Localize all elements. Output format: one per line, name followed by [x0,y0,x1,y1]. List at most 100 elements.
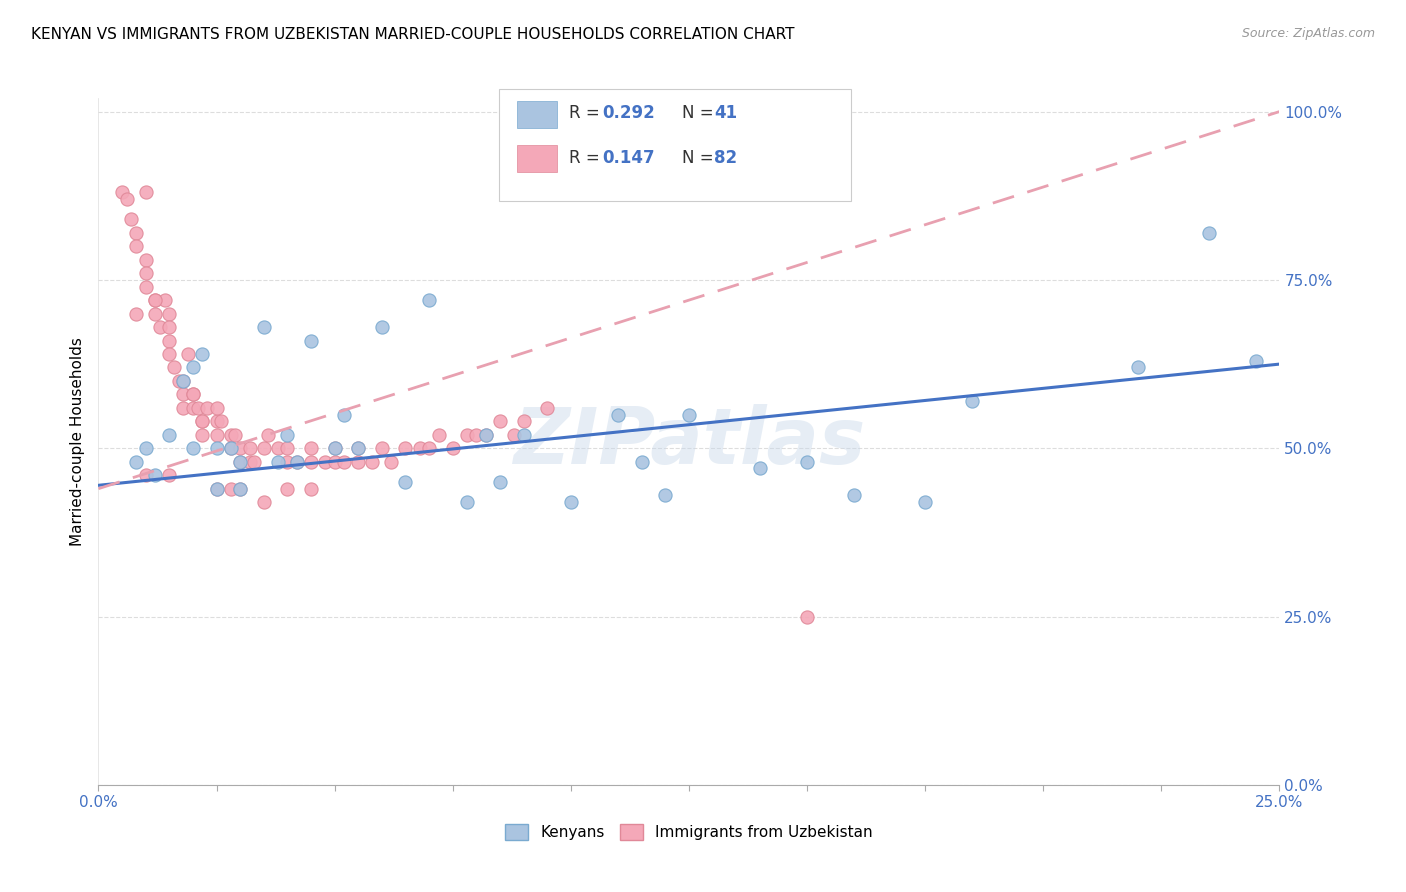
Point [181,387,204,401]
Text: KENYAN VS IMMIGRANTS FROM UZBEKISTAN MARRIED-COUPLE HOUSEHOLDS CORRELATION CHART: KENYAN VS IMMIGRANTS FROM UZBEKISTAN MAR… [31,27,794,42]
Point [408,442,430,456]
Point [167,374,190,388]
Point [536,401,558,415]
Text: R =: R = [569,104,606,122]
Point [560,495,582,509]
Point [157,427,180,442]
Point [149,320,172,334]
Point [172,387,194,401]
Point [229,442,252,456]
Point [243,455,266,469]
Point [607,408,630,422]
Point [191,347,214,361]
Point [219,482,242,496]
Point [143,293,166,307]
Point [205,414,228,428]
Point [456,495,478,509]
Point [125,226,148,240]
Point [267,442,290,456]
Point [323,442,346,456]
Point [489,475,512,489]
Point [229,482,252,496]
Point [205,482,228,496]
Point [163,360,186,375]
Point [135,468,157,483]
Point [512,427,534,442]
Point [143,307,166,321]
Point [135,266,157,280]
Text: N =: N = [682,149,718,167]
Point [157,320,180,334]
Point [125,455,148,469]
Point [285,455,308,469]
Point [394,442,416,456]
Point [157,334,180,348]
Point [157,347,180,361]
Point [187,401,209,415]
Point [962,394,984,409]
Text: R =: R = [569,149,606,167]
Point [347,442,370,456]
Point [489,414,512,428]
Point [229,455,252,469]
Point [121,212,143,227]
Point [191,427,214,442]
Point [475,427,498,442]
Point [191,414,214,428]
Point [475,427,498,442]
Point [394,475,416,489]
Point [371,320,394,334]
Point [333,408,356,422]
Point [253,320,276,334]
Point [143,468,166,483]
Point [347,455,370,469]
Point [253,442,276,456]
Point [456,427,478,442]
Point [172,401,194,415]
Point [205,427,228,442]
Point [465,427,488,442]
Point [205,401,228,415]
Point [678,408,700,422]
Point [191,414,214,428]
Point [239,455,262,469]
Point [654,488,676,502]
Text: N =: N = [682,104,718,122]
Point [347,442,370,456]
Point [796,455,818,469]
Point [267,455,290,469]
Point [276,455,298,469]
Point [135,252,157,267]
Text: ZIPatlas: ZIPatlas [513,403,865,480]
Point [418,293,440,307]
Point [125,239,148,253]
Text: 41: 41 [714,104,737,122]
Point [380,455,402,469]
Point [195,401,218,415]
Point [299,442,322,456]
Point [219,442,242,456]
Point [314,455,336,469]
Point [205,442,228,456]
Point [219,427,242,442]
Point [748,461,770,475]
Point [441,442,464,456]
Point [135,186,157,200]
Point [285,455,308,469]
Point [299,455,322,469]
Point [181,360,204,375]
Point [181,401,204,415]
Text: Source: ZipAtlas.com: Source: ZipAtlas.com [1241,27,1375,40]
Point [205,482,228,496]
Point [157,307,180,321]
Legend: Kenyans, Immigrants from Uzbekistan: Kenyans, Immigrants from Uzbekistan [499,818,879,846]
Point [177,347,200,361]
Point [181,387,204,401]
Point [323,442,346,456]
Point [796,609,818,624]
Point [115,192,138,206]
Point [630,455,652,469]
Point [143,293,166,307]
Point [157,468,180,483]
Point [153,293,176,307]
